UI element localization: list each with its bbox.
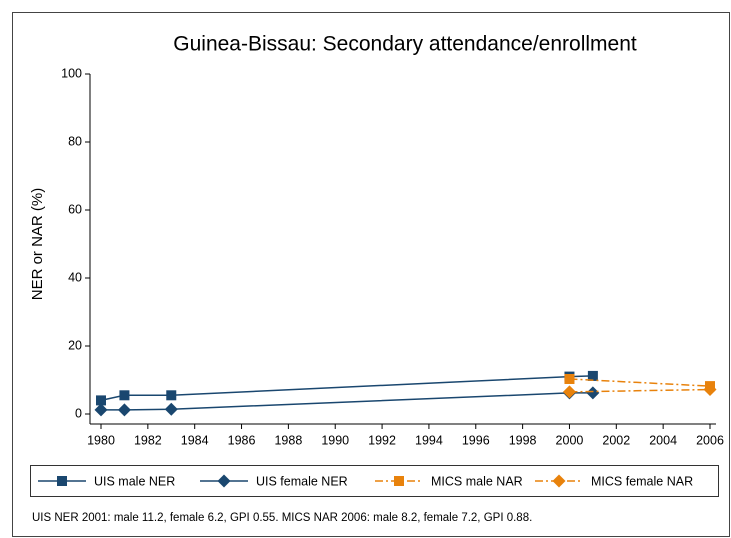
marker — [587, 370, 598, 381]
y-axis-label: NER or NAR (%) — [29, 188, 46, 301]
x-tick-label: 1996 — [462, 433, 490, 447]
x-tick-label: 2000 — [556, 433, 584, 447]
marker — [164, 402, 178, 416]
x-tick-label: 1990 — [321, 433, 349, 447]
x-tick-label: 1982 — [134, 433, 162, 447]
x-tick-label: 2002 — [602, 433, 630, 447]
x-tick-label: 2004 — [649, 433, 677, 447]
legend-marker — [394, 476, 404, 486]
series-line — [569, 388, 711, 393]
legend-marker — [552, 474, 566, 488]
marker — [703, 383, 717, 397]
marker — [586, 386, 600, 400]
marker — [119, 390, 130, 401]
marker — [564, 373, 575, 384]
marker — [166, 390, 177, 401]
y-tick-label: 60 — [68, 202, 82, 216]
x-tick-label: 1994 — [415, 433, 443, 447]
y-tick-label: 0 — [75, 406, 82, 420]
x-tick-label: 1980 — [87, 433, 115, 447]
y-tick-label: 40 — [68, 270, 82, 284]
legend-label: MICS female NAR — [591, 474, 693, 488]
x-tick-label: 1988 — [274, 433, 302, 447]
marker — [117, 403, 131, 417]
legend-box — [30, 465, 719, 497]
legend-marker — [57, 476, 67, 486]
y-tick-label: 100 — [61, 66, 82, 80]
note: UIS NER 2001: male 11.2, female 6.2, GPI… — [32, 512, 532, 524]
legend-label: UIS male NER — [94, 474, 175, 488]
legend-label: UIS female NER — [256, 474, 348, 488]
series-line — [569, 378, 711, 387]
x-tick-label: 1986 — [228, 433, 256, 447]
x-tick-label: 1984 — [181, 433, 209, 447]
legend-label: MICS male NAR — [431, 474, 523, 488]
y-tick-label: 20 — [68, 338, 82, 352]
frame — [12, 12, 730, 537]
x-tick-label: 2006 — [696, 433, 724, 447]
marker — [94, 403, 108, 417]
chart-title: Guinea-Bissau: Secondary attendance/enro… — [173, 33, 637, 56]
legend-marker — [217, 474, 231, 488]
y-tick-label: 80 — [68, 134, 82, 148]
x-tick-label: 1992 — [368, 433, 396, 447]
x-tick-label: 1998 — [509, 433, 537, 447]
marker — [96, 395, 106, 406]
marker — [562, 385, 576, 399]
